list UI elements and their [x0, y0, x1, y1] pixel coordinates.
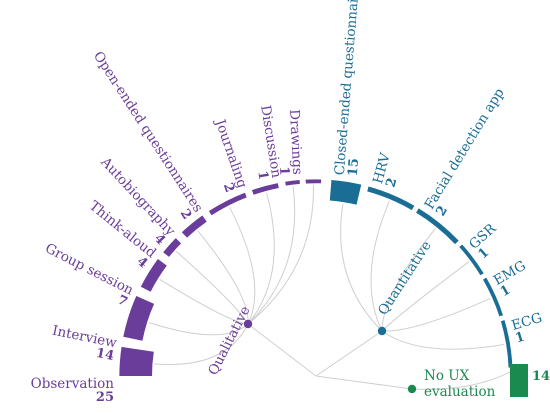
method-count: 14 [95, 346, 116, 364]
connector-lines [148, 185, 511, 390]
method-count: 2 [177, 207, 195, 223]
node-quantitative [377, 326, 387, 336]
bar-hrv [367, 187, 414, 211]
method-name: Journaling [211, 116, 250, 191]
method-count: 15 [346, 158, 362, 177]
connector-hrv [370, 201, 390, 332]
root-connector-no_ux [315, 375, 413, 390]
method-count: 7 [115, 293, 130, 310]
bar-closed-ended-questionnaires [329, 180, 362, 205]
method-count: 2 [383, 176, 400, 189]
connector-facial-detection-app [381, 228, 436, 332]
bar-drawings [305, 180, 322, 184]
node-no-ux [407, 384, 417, 394]
connector-open-ended-questionnaires [229, 206, 256, 325]
bar-think-aloud [163, 238, 182, 257]
count-no-ux-evaluation: 14 [532, 369, 550, 384]
group-label-qualitative: Qualitative [205, 304, 253, 378]
category-baselines [119, 179, 513, 377]
root-connector-qualitative [247, 323, 317, 377]
bar-emg [483, 278, 503, 317]
bar-observation [120, 347, 154, 376]
method-count: 2 [433, 203, 451, 219]
root-connector-quantitative [315, 330, 383, 377]
method-count: 25 [96, 390, 114, 405]
method-name: Facial detection app [422, 85, 508, 212]
bar-ecg [500, 320, 512, 368]
node-qualitative [243, 319, 253, 329]
method-name: Closed-ended questionnaires [332, 0, 364, 176]
connector-closed-ended-questionnaires [340, 204, 383, 332]
bar-no-ux-evaluation [510, 364, 528, 397]
bar-group-session [141, 259, 167, 292]
method-count: 4 [134, 254, 150, 271]
bar-open-ended-questionnaires [209, 193, 247, 216]
method-name: Drawings [286, 109, 305, 175]
method-name: ECG [510, 310, 544, 334]
method-count: 2 [220, 181, 237, 194]
connector-no-ux-evaluation [411, 371, 511, 390]
connector-discussion [247, 186, 296, 325]
bar-autobiography [182, 216, 207, 238]
connector-observation [154, 323, 249, 366]
bar-journaling [252, 183, 279, 195]
group-nodes: Qualitative Quantitative No UX evaluation [205, 238, 495, 400]
group-label-no-ux: No UX evaluation [424, 368, 496, 400]
method-name: Open-ended questionnaires [90, 49, 206, 216]
connector-ecg [381, 330, 505, 350]
method-count: 1 [475, 245, 492, 262]
bar-discussion [285, 180, 300, 186]
connector-interview [148, 322, 249, 336]
connector-emg [381, 297, 491, 332]
connector-autobiography [197, 230, 249, 325]
connector-gsr [381, 261, 470, 332]
bar-gsr [459, 244, 484, 276]
method-count: 1 [276, 166, 291, 176]
connector-drawings [247, 185, 315, 325]
method-name: Group session [42, 240, 136, 298]
method-name: Observation [31, 376, 115, 392]
bar-facial-detection-app [416, 208, 459, 245]
method-count: 1 [514, 329, 527, 346]
count-bars [120, 180, 528, 397]
method-name: EMG [491, 258, 529, 289]
bar-interview [123, 296, 155, 341]
connector-think-aloud [175, 250, 249, 325]
method-count: 1 [498, 283, 513, 301]
group-label-quantitative: Quantitative [375, 238, 435, 318]
connector-journaling [247, 192, 275, 325]
method-count: 1 [254, 170, 270, 181]
connector-group-session [159, 278, 249, 325]
